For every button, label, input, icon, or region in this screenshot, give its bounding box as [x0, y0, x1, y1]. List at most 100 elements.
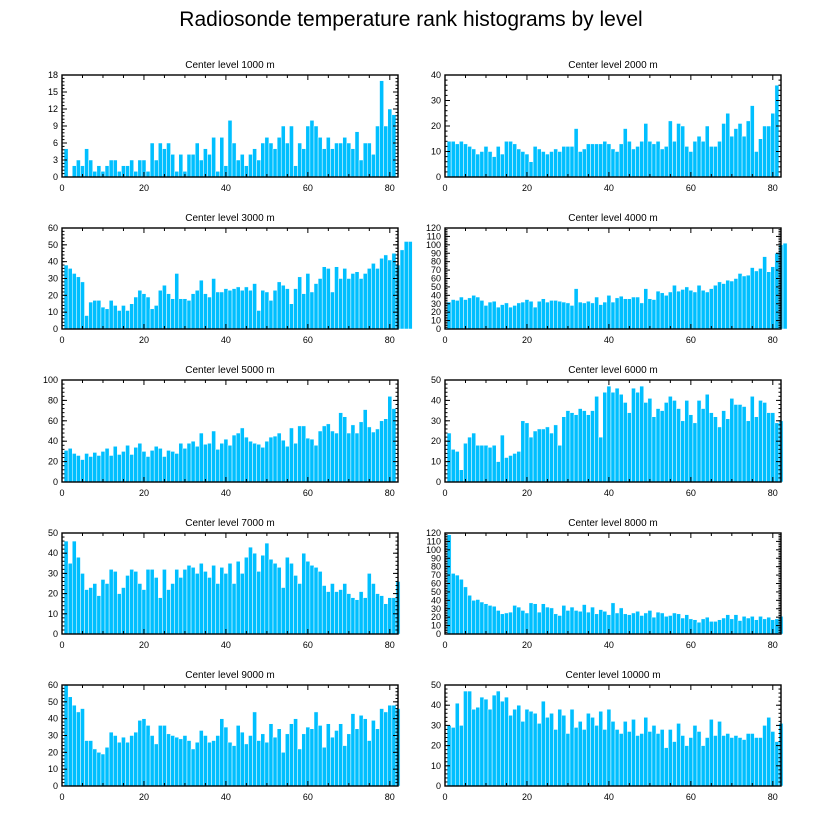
histogram-bar	[92, 452, 98, 483]
histogram-bar	[750, 396, 755, 483]
histogram-bar	[112, 159, 118, 178]
histogram-bar	[651, 616, 657, 635]
x-tick-label: 60	[686, 488, 696, 498]
histogram-bar	[215, 291, 221, 330]
histogram-bar	[285, 142, 290, 178]
histogram-bar	[112, 571, 118, 635]
histogram-bar	[668, 396, 673, 483]
histogram-bar	[504, 457, 509, 483]
histogram-bar	[569, 412, 575, 483]
x-tick-label: 40	[604, 792, 614, 802]
y-tick-label: 3	[53, 155, 58, 165]
histogram-bar	[121, 587, 126, 635]
histogram-bar	[88, 587, 93, 635]
histogram-bar	[590, 717, 595, 787]
histogram-bar	[614, 151, 620, 178]
y-tick-label: 0	[436, 324, 441, 334]
histogram-bar	[610, 301, 616, 330]
histogram-bar	[737, 123, 743, 178]
histogram-bar	[137, 583, 143, 635]
panel-title: Center level 6000 m	[568, 365, 658, 376]
histogram-bar	[84, 148, 89, 178]
y-tick-label: 110	[427, 231, 441, 241]
x-tick-label: 80	[385, 335, 395, 345]
plot-frame	[61, 74, 399, 178]
histogram-bar	[553, 613, 558, 635]
histogram-bar	[125, 165, 130, 178]
histogram-bar	[170, 735, 175, 787]
histogram-bar	[313, 125, 319, 178]
histogram-bar	[244, 436, 249, 483]
histogram-bar	[782, 242, 788, 330]
histogram-bar	[491, 605, 497, 635]
y-tick-label: 100	[426, 240, 441, 250]
histogram-bar	[199, 432, 204, 483]
histogram-bar	[305, 561, 311, 635]
y-tick-label: 10	[431, 316, 441, 326]
y-tick-label: 0	[436, 629, 441, 639]
histogram-bar	[305, 125, 311, 178]
histogram-bar	[737, 620, 743, 635]
histogram-bar	[491, 445, 497, 483]
histogram-bar	[737, 404, 743, 483]
histogram-bar	[313, 283, 319, 330]
histogram-bar	[774, 741, 780, 787]
histogram-bar	[606, 708, 612, 787]
histogram-bar	[487, 447, 493, 483]
histogram-bar	[383, 418, 389, 483]
histogram-bar	[76, 455, 81, 483]
histogram-bar	[471, 295, 476, 330]
histogram-bar	[639, 733, 644, 787]
histogram-bar	[170, 451, 175, 483]
histogram-bar	[276, 281, 282, 330]
histogram-bar	[495, 461, 501, 483]
histogram-bar	[256, 571, 261, 635]
histogram-bar	[577, 301, 583, 330]
histogram-bar	[137, 720, 143, 787]
histogram-bar	[745, 420, 751, 483]
histogram-bar	[762, 402, 767, 483]
y-tick-label: 30	[431, 299, 441, 309]
histogram-bar	[166, 142, 171, 178]
histogram-bar	[717, 619, 722, 635]
histogram-bar	[745, 120, 751, 178]
histogram-bar	[663, 295, 669, 330]
histogram-bar	[391, 408, 397, 483]
histogram-bar	[467, 595, 472, 635]
histogram-bar	[80, 281, 85, 330]
histogram-bar	[655, 733, 661, 787]
plot-frame	[61, 227, 399, 330]
histogram-bar	[104, 583, 110, 635]
histogram-bar	[709, 288, 714, 330]
histogram-bar	[231, 288, 237, 330]
histogram-bar	[569, 606, 575, 635]
histogram-bar	[239, 427, 245, 483]
histogram-bar	[358, 715, 364, 787]
histogram-bar	[371, 431, 376, 483]
histogram-bar	[317, 430, 323, 483]
histogram-bar	[330, 291, 335, 330]
histogram-bar	[500, 700, 505, 787]
panel-title: Center level 7000 m	[185, 518, 275, 529]
histogram-bar	[371, 263, 376, 330]
histogram-bar	[758, 268, 763, 330]
histogram-bar	[573, 414, 579, 483]
y-tick-label: 100	[426, 545, 441, 555]
histogram-panel-3: Center level 3000 m 0 20 40 60 80 0 10 20 30 40 50 6…	[48, 213, 413, 345]
histogram-bar	[668, 291, 673, 330]
histogram-bar	[203, 293, 208, 330]
histogram-bar	[67, 448, 73, 483]
histogram-bar	[350, 273, 356, 330]
histogram-bar	[577, 611, 583, 635]
histogram-bar	[696, 731, 702, 787]
x-tick-label: 60	[686, 335, 696, 345]
y-tick-label: 40	[431, 290, 441, 300]
histogram-bar	[248, 440, 253, 483]
histogram-bar	[387, 108, 393, 178]
histogram-bar	[162, 569, 167, 635]
histogram-bar	[532, 306, 538, 330]
x-tick-label: 60	[303, 488, 313, 498]
y-tick-label: 0	[53, 172, 58, 182]
histogram-bar	[276, 137, 282, 178]
histogram-bar	[696, 400, 702, 483]
